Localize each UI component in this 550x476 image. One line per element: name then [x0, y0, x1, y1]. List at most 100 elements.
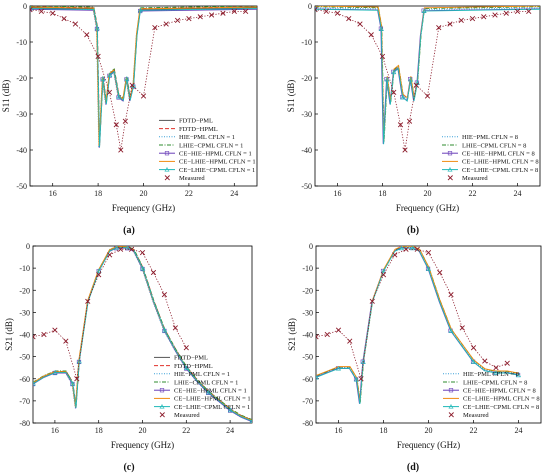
x-tick-label: 22: [185, 189, 193, 198]
series-marker: [124, 76, 130, 81]
measured-marker: [139, 250, 146, 256]
series-line: [316, 246, 519, 404]
x-tick-label: 24: [514, 189, 522, 198]
series-marker: [70, 380, 76, 386]
measured-marker: [358, 376, 364, 382]
measured-marker: [380, 272, 387, 278]
series-marker: [360, 359, 366, 364]
y-tick-label: -20: [16, 74, 27, 83]
legend-marker: [159, 403, 165, 409]
measured-marker: [458, 17, 464, 24]
plot-frame: [32, 245, 253, 424]
measured-marker: [208, 12, 215, 18]
series-line: [316, 246, 519, 403]
chart-panel-b: 16 18 20 22 24 0 -10 -20 -30 -40 -50 Frequency (GHz…: [286, 2, 541, 213]
measured-marker: [459, 325, 465, 331]
x-tick-label: 22: [470, 426, 478, 435]
legend-entry: CE−LHIE−CPML CFLN = 8: [462, 167, 538, 174]
y-tick-label: -40: [16, 146, 27, 155]
measured-marker: [50, 10, 56, 16]
legend-entry: HIE−PML CFLN = 1: [179, 134, 235, 141]
legend-entry: FDTD−HPML: [179, 126, 218, 133]
series-marker: [124, 246, 131, 250]
y-tick-label: 0: [309, 242, 313, 251]
legend-entry: LHIE−CPML CFLN = 8: [463, 379, 527, 386]
x-tick-label: 16: [49, 189, 57, 198]
legend-entry: LHIE−CPML CFLN = 1: [179, 142, 243, 149]
x-tick-label: 18: [379, 189, 387, 198]
measured-marker: [113, 122, 119, 128]
x-tick-label: 20: [425, 426, 433, 435]
measured-marker: [368, 32, 374, 38]
measured-marker: [128, 246, 135, 252]
x-axis-label: Frequency (GHz): [112, 203, 175, 213]
chart-panel-c: 16 18 20 22 24 0 -10 -20 -30 -40 -50 -60 -70 -80 Frequ…: [4, 242, 253, 450]
legend-entry: HIE−PML CFLN = 8: [463, 371, 519, 378]
legend-entry: CE−HIE−HPML CFLN = 8: [463, 388, 536, 395]
series-marker: [316, 374, 319, 380]
y-tick-label: -70: [302, 397, 313, 406]
measured-marker: [315, 6, 318, 13]
legend-swatch: [159, 412, 165, 418]
x-axis-label: Frequency (GHz): [397, 440, 460, 450]
series-marker: [249, 419, 252, 423]
legend-entry: CE−LHIE−HPML CFLN = 8: [463, 396, 540, 403]
x-tick-label: 18: [380, 426, 388, 435]
measured-marker: [437, 269, 443, 276]
measured-marker: [392, 252, 398, 258]
legend-marker: [164, 166, 170, 172]
measured-marker: [74, 376, 80, 382]
measured-marker: [481, 14, 487, 20]
measured-marker: [448, 292, 454, 298]
series-line: [33, 247, 252, 422]
y-tick-label: 0: [26, 242, 30, 251]
y-axis-label: S21 (dB): [287, 318, 297, 351]
legend-entry: FDTD−PML: [174, 355, 208, 362]
measured-marker: [414, 246, 420, 252]
measured-marker: [514, 8, 521, 15]
plot-area: [33, 246, 252, 423]
legend-marker: [447, 166, 453, 172]
series-marker: [96, 268, 102, 273]
y-tick-label: -10: [16, 38, 27, 47]
series-marker: [400, 94, 406, 100]
series-marker: [140, 265, 146, 271]
measured-marker: [316, 334, 319, 340]
series-marker: [137, 7, 143, 13]
series-marker: [384, 76, 390, 82]
legend-entry: Measured: [463, 412, 489, 419]
series-marker: [227, 407, 233, 413]
x-tick-label: 16: [334, 189, 342, 198]
measured-marker: [72, 21, 79, 27]
measured-marker: [197, 14, 203, 20]
legend-entry: CE−LHIE−HPML CFLN = 1: [174, 396, 251, 403]
y-tick-label: -40: [19, 331, 30, 340]
legend-entry: Measured: [174, 412, 200, 419]
legend-entry: HIE−PML CFLN = 8: [462, 134, 518, 141]
measured-marker: [152, 24, 158, 31]
legend-swatch: [164, 175, 170, 181]
measured-marker: [413, 82, 419, 88]
y-tick-label: -50: [302, 353, 313, 362]
measured-marker: [323, 8, 329, 15]
measured-line: [315, 9, 529, 151]
series-marker: [448, 328, 454, 333]
measured-marker: [346, 15, 352, 22]
panel-label-c: (c): [123, 462, 134, 473]
y-tick-label: -40: [301, 146, 312, 155]
x-axis-label: Frequency (GHz): [396, 203, 459, 213]
legend-marker: [448, 388, 454, 393]
measured-marker: [334, 10, 341, 16]
y-tick-label: -20: [19, 286, 30, 295]
measured-marker: [96, 272, 102, 278]
measured-marker: [38, 8, 44, 15]
y-tick-label: 0: [308, 2, 312, 11]
series-marker: [380, 268, 387, 274]
measured-marker: [447, 21, 453, 27]
series-marker: [116, 94, 122, 99]
plot-area: [30, 6, 257, 153]
y-tick-label: -80: [302, 419, 313, 428]
legend-entry: CE−LHIE−CPML CFLN = 8: [463, 404, 539, 411]
